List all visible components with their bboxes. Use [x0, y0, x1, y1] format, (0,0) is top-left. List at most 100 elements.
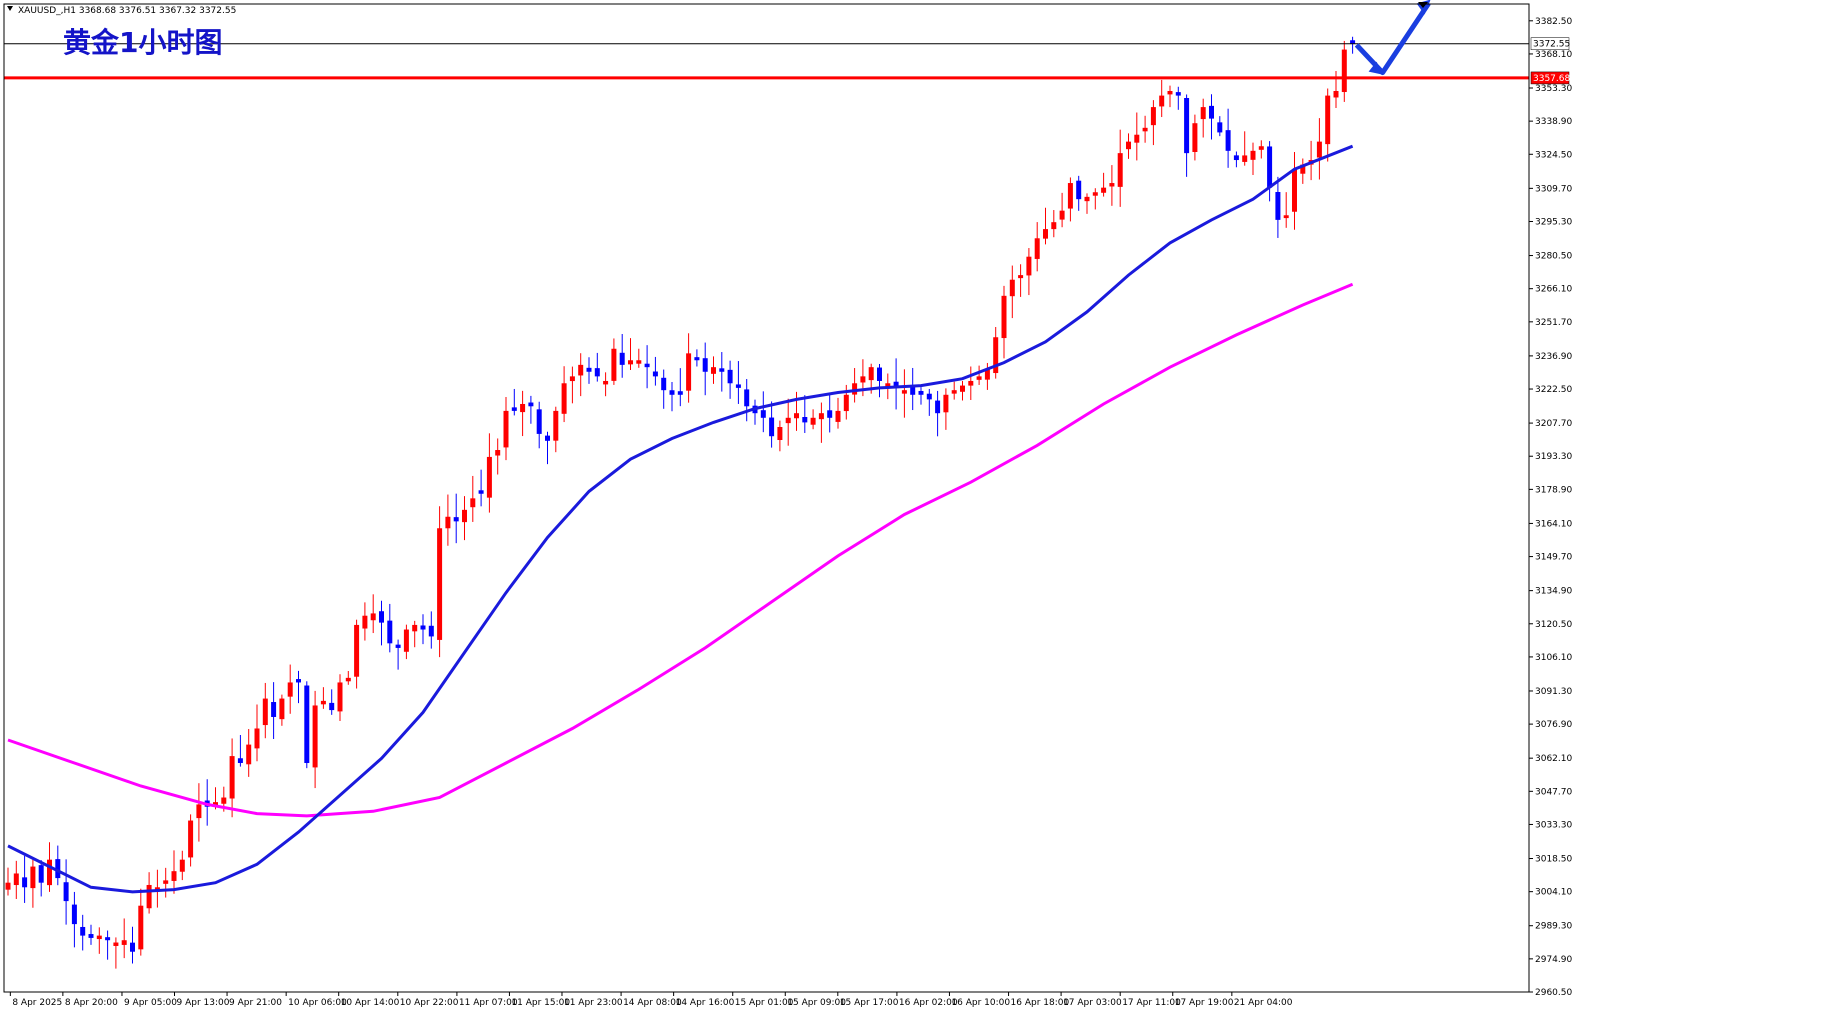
candle-body: [619, 352, 625, 365]
candle-body: [951, 390, 957, 394]
candle-body: [5, 882, 11, 890]
moving-average-slow-line: [7, 282, 1354, 818]
time-tick-label: 11 Apr 07:00: [459, 998, 518, 1008]
time-tick-label: 16 Apr 10:00: [951, 998, 1010, 1008]
candle: [163, 867, 169, 898]
candle-body: [1175, 92, 1181, 96]
candle-body: [652, 371, 658, 377]
candle-body: [520, 403, 526, 413]
candle: [188, 814, 194, 867]
candle: [1267, 141, 1273, 202]
time-tick-label: 17 Apr 19:00: [1175, 998, 1234, 1008]
candle: [1283, 192, 1289, 228]
candle-body: [1217, 122, 1223, 133]
candle: [1184, 94, 1190, 177]
candle-body: [462, 509, 467, 523]
candle-body: [1192, 123, 1198, 153]
candle: [71, 891, 77, 948]
candle-body: [246, 744, 252, 765]
candle: [810, 409, 816, 430]
candle: [453, 493, 459, 544]
time-tick-label: 9 Apr 21:00: [229, 998, 282, 1008]
symbol-info-label: XAUUSD_,H1 3368.68 3376.51 3367.32 3372.…: [18, 6, 236, 16]
candle-body: [1283, 215, 1289, 219]
time-tick-label: 11 Apr 23:00: [564, 998, 623, 1008]
price-tick-label: 3207.70: [1535, 419, 1572, 429]
candle-body: [478, 490, 484, 494]
candle: [951, 381, 957, 400]
candle-body: [337, 682, 343, 712]
candle-body: [1134, 134, 1140, 143]
candle: [5, 867, 11, 896]
candle: [1009, 265, 1015, 319]
candle: [1067, 177, 1073, 222]
price-tick-label: 3047.70: [1535, 787, 1572, 797]
candle-body: [719, 368, 725, 372]
candle-body: [428, 625, 434, 637]
candle: [320, 687, 326, 709]
candle: [968, 366, 974, 400]
candle: [835, 397, 841, 429]
candle-body: [918, 390, 924, 395]
time-tick-label: 14 Apr 16:00: [676, 998, 735, 1008]
candle-body: [1250, 150, 1256, 160]
candle-body: [686, 353, 692, 391]
candle: [644, 345, 650, 389]
candle: [1225, 108, 1231, 168]
candle: [935, 390, 941, 437]
candle-body: [296, 679, 301, 683]
candle-body: [1341, 49, 1347, 93]
time-tick-label: 15 Apr 09:00: [787, 998, 846, 1008]
candle-body: [271, 702, 277, 717]
candle-body: [968, 380, 974, 386]
candle-body: [769, 417, 775, 437]
candle: [1026, 248, 1032, 296]
candle: [412, 620, 418, 648]
price-tick-label: 3120.50: [1535, 620, 1572, 630]
time-tick-label: 17 Apr 11:00: [1122, 998, 1181, 1008]
candle: [478, 469, 484, 507]
candle: [171, 850, 177, 894]
resistance-price-tag: 3357.68: [1530, 71, 1570, 85]
candle: [1018, 264, 1024, 297]
candle-body: [926, 393, 932, 400]
candle: [1316, 118, 1322, 180]
candle: [337, 674, 343, 721]
candle-body: [379, 611, 384, 623]
candle-body: [113, 942, 119, 946]
candle: [1051, 210, 1057, 238]
candle-body: [1325, 95, 1331, 145]
candle: [661, 369, 667, 409]
candle-body: [1067, 183, 1073, 209]
candle-body: [1092, 192, 1098, 196]
candle: [22, 855, 28, 903]
candle: [619, 333, 625, 378]
price-tick-label: 3178.90: [1535, 485, 1572, 495]
candle: [470, 475, 476, 522]
candle-body: [213, 802, 218, 806]
price-tick-label: 3004.10: [1535, 888, 1572, 898]
candle-body: [1159, 95, 1165, 107]
candle: [943, 388, 949, 430]
candle: [1001, 285, 1007, 359]
candle-body: [1084, 196, 1090, 202]
candle: [1126, 133, 1131, 159]
candle: [1292, 151, 1297, 230]
candle: [179, 850, 185, 881]
candle-body: [636, 360, 642, 364]
candle-body: [677, 391, 683, 395]
candle: [55, 845, 61, 886]
candle-body: [130, 942, 135, 952]
candle: [1109, 165, 1115, 206]
candle-body: [943, 394, 949, 413]
candle-body: [146, 884, 152, 909]
candle-body: [1034, 238, 1040, 259]
candle-body: [794, 413, 799, 419]
candle: [246, 729, 252, 777]
candle-body: [1300, 164, 1306, 174]
candle: [1209, 94, 1214, 140]
candle: [154, 869, 160, 908]
candle: [80, 914, 86, 951]
candle-body: [1043, 229, 1048, 239]
